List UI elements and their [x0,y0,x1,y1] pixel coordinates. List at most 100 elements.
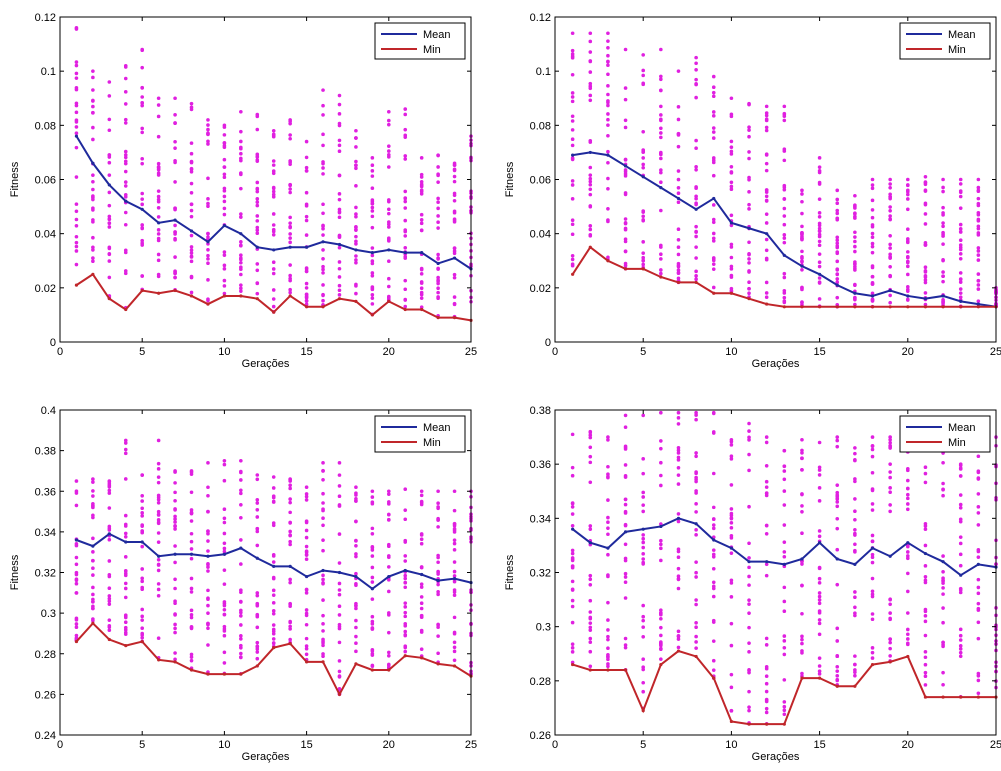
population-point [694,277,698,282]
population-point [659,558,663,563]
population-point [711,505,716,510]
population-point [288,510,292,515]
population-point [222,478,227,483]
population-point [419,585,424,589]
population-point [870,617,875,622]
population-point [370,626,375,630]
population-point [906,502,910,506]
population-point [764,636,769,641]
population-point [711,94,716,99]
population-point [923,662,928,667]
population-point [436,489,440,494]
population-point [370,614,375,619]
population-point [387,211,391,216]
population-point [206,257,210,261]
population-point [817,529,822,533]
population-point [606,100,610,105]
population-point [641,689,645,694]
population-point [189,531,194,536]
population-point [606,176,610,181]
population-point [140,567,144,571]
population-point [222,199,227,204]
legend-label-mean: Mean [948,29,976,41]
population-point [923,471,928,476]
population-point [711,217,716,222]
population-point [941,576,945,580]
population-point [906,264,910,269]
population-point [570,143,575,148]
population-point [337,102,342,107]
population-point [976,523,981,527]
population-point [888,617,892,622]
population-point [606,634,610,639]
population-point [206,123,210,127]
population-point [370,169,375,173]
population-point [403,554,408,558]
population-point [976,636,981,641]
population-point [606,45,610,50]
population-point [337,197,342,202]
population-point [321,103,325,108]
population-point [403,154,408,158]
population-point [853,244,857,249]
population-point [976,470,981,475]
population-point [817,618,822,622]
population-point [623,645,628,650]
population-point [976,249,981,253]
series-point-mean [173,552,177,556]
series-point-min [906,305,910,309]
population-point [239,215,243,219]
population-point [321,598,325,602]
population-point [729,643,734,648]
population-point [91,504,95,509]
population-point [419,183,424,188]
series-point-min [222,294,226,298]
population-point [271,297,276,301]
population-point [222,263,227,268]
population-point [694,194,698,199]
series-point-mean [712,538,716,542]
population-point [870,488,875,493]
population-point [906,589,910,594]
population-point [764,674,769,679]
population-point [419,565,424,569]
population-point [588,176,593,181]
population-point [189,190,194,195]
population-point [676,555,681,559]
population-point [853,230,857,235]
population-point [403,254,408,259]
population-point [659,546,663,551]
population-point [835,235,840,240]
population-point [800,562,804,566]
population-point [370,597,375,601]
population-point [570,650,575,654]
population-point [387,122,391,127]
population-point [189,181,194,186]
population-point [711,267,716,271]
population-point [659,180,663,184]
population-point [694,625,698,630]
population-point [255,507,260,512]
population-point [123,620,128,625]
population-point [370,274,375,278]
population-point [337,288,342,293]
population-point [304,233,309,237]
population-point [337,484,342,488]
series-point-min [959,695,963,699]
population-point [588,460,593,465]
population-point [711,594,716,599]
population-point [958,650,963,655]
population-point [74,27,79,31]
population-point [958,493,963,497]
population-point [800,232,804,236]
population-point [888,640,892,645]
population-point [239,240,243,244]
population-point [255,497,260,502]
x-tick-label: 15 [300,346,312,358]
population-point [74,244,79,249]
population-point [711,220,716,225]
population-point [419,267,424,272]
y-tick-label: 0.26 [530,730,551,742]
population-point [370,302,375,306]
population-point [222,627,227,631]
